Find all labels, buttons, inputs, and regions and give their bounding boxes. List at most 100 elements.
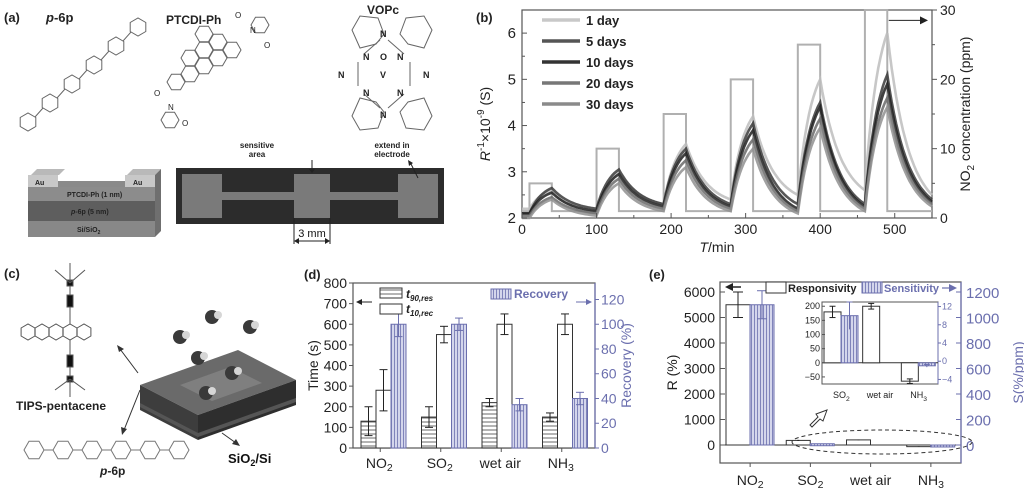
legend-label: 30 days xyxy=(586,97,634,112)
bar-sensitivity-NO2 xyxy=(749,304,775,446)
inset-y-tick-label: 0 xyxy=(815,358,820,368)
ptcdi-o-bottom2: O xyxy=(182,119,188,128)
x-tick-label: NO2 xyxy=(737,472,764,490)
p6p-ring xyxy=(107,36,125,56)
x-tick-label: wet air xyxy=(849,472,892,488)
chart-d: (d)NO2 SO2 wet air NH3010020030040050060070… xyxy=(304,267,634,474)
legend-swatch-responsivity xyxy=(765,281,787,294)
p6p-bond xyxy=(78,69,88,80)
pentacene-ring xyxy=(76,323,92,341)
ptcdi-o-top2: O xyxy=(264,41,270,50)
p6p-ring xyxy=(168,440,190,460)
y2-tick-label: 20 xyxy=(940,71,956,87)
y-tick-label: 1000 xyxy=(684,412,715,428)
legend-swatch-t10 xyxy=(379,303,403,315)
vopc-n-3: N xyxy=(363,88,370,98)
y-tick-label: 700 xyxy=(324,296,348,312)
inset-y-tick-label: 50 xyxy=(810,344,820,354)
au-left-label: Au xyxy=(35,180,44,187)
y-axis-label: Time (s) xyxy=(305,340,321,391)
ptcdi-n-bottom: N xyxy=(168,103,174,112)
y-tick-label: 6000 xyxy=(684,284,715,300)
sio2-layer xyxy=(28,221,155,237)
legend-swatch-t90 xyxy=(379,287,403,299)
p6p-ring xyxy=(19,112,37,132)
y2-tick-label: 80 xyxy=(601,341,617,357)
extend-line2: electrode xyxy=(374,150,410,159)
x-tick-label: 400 xyxy=(809,221,833,237)
inset-y2-tick-label: 0 xyxy=(942,356,947,366)
sensitive-area-line1: sensitive xyxy=(240,141,275,150)
p6p-ring xyxy=(110,440,132,460)
legend-swatch-recovery xyxy=(490,288,512,300)
au-right-label: Au xyxy=(133,180,142,187)
bar-Recovery-NH3 xyxy=(572,397,588,449)
bar-responsivity-wet-air xyxy=(846,439,871,446)
pentacene-ring xyxy=(48,323,64,341)
p6p-structure xyxy=(19,17,147,132)
arrow-to-p6p xyxy=(123,389,141,431)
ptcdi-o-bottom: O xyxy=(154,89,160,98)
vopc-v: V xyxy=(380,70,386,80)
substrate-label: SiO2/Si xyxy=(228,451,271,468)
ptcdi-o-top: O xyxy=(235,11,241,20)
highlight-ellipse xyxy=(791,429,973,455)
bar-t10-rec-SO2 xyxy=(436,334,452,449)
ptcdi-n-top: N xyxy=(250,26,256,35)
y2-axis-label: Recovery (%) xyxy=(618,323,634,408)
ptcdi-ring xyxy=(222,41,242,59)
x-tick-label: 500 xyxy=(883,221,907,237)
legend-label-t10: t10,rec xyxy=(406,302,434,318)
triple-bond-top xyxy=(66,294,74,308)
inset-y2-tick-label: 4 xyxy=(942,338,947,348)
vopc-n-bottom: N xyxy=(380,110,387,120)
y-tick-label: 300 xyxy=(324,378,348,394)
vopc-n-left: N xyxy=(338,70,345,80)
p6p-rest: -6p xyxy=(53,10,74,25)
panel-c-figure: SiO2/Si TIPS-pentacene p-6p xyxy=(16,263,296,478)
concentration-trace xyxy=(522,9,932,213)
legend-label-t90: t90,res xyxy=(406,287,434,303)
y-tick-label: 2000 xyxy=(684,386,715,402)
series-line-10-days xyxy=(522,79,933,215)
p6p-ring xyxy=(81,440,103,460)
inset-y2-tick-label: −4 xyxy=(942,374,952,384)
ptcdi-ring xyxy=(180,49,200,67)
legend-label: 1 day xyxy=(586,13,620,28)
bar-Recovery-NO2 xyxy=(390,323,407,449)
p6p-c-label: p-6p xyxy=(99,464,125,478)
ptcdi-ring xyxy=(250,16,270,34)
inset-bar-responsivity-SO2 xyxy=(823,311,842,364)
p6p-bond xyxy=(34,107,44,118)
device-stack: Au Au PTCDI-Ph (1 nm) p-6p (5 nm) Si/SiO… xyxy=(28,169,161,237)
y-tick-label: 400 xyxy=(324,358,348,374)
isopropyl-branch xyxy=(69,378,86,391)
y-tick-label: 3 xyxy=(508,164,516,181)
y-tick-label: 0 xyxy=(707,437,715,453)
au-right xyxy=(125,175,155,187)
p6p-ring xyxy=(41,93,59,113)
y2-tick-label: 1000 xyxy=(966,311,999,328)
arrow-to-tips xyxy=(119,348,139,374)
bar-Recovery-SO2 xyxy=(451,323,467,449)
y-tick-label: 200 xyxy=(324,399,348,415)
sio2-layer-label: Si/SiO2 xyxy=(77,227,101,236)
panel-d-label: (d) xyxy=(304,267,321,282)
ptcdi-ring xyxy=(160,111,180,129)
y2-tick-label: 20 xyxy=(601,415,617,431)
p6p-title: p-6p xyxy=(46,10,73,25)
x-tick-label: SO2 xyxy=(797,472,823,490)
y-tick-label: 4 xyxy=(508,118,516,135)
inset-y-tick-label: 150 xyxy=(805,315,820,325)
y2-tick-label: 10 xyxy=(940,141,956,157)
inset-y2-tick-label: 12 xyxy=(942,302,952,312)
bar-sensitivity-NH3 xyxy=(930,444,956,448)
ptcdi-layer-label: PTCDI-Ph (1 nm) xyxy=(67,192,122,199)
y2-tick-label: 40 xyxy=(601,390,617,406)
sensitive-area xyxy=(294,174,330,218)
p6p-ring xyxy=(23,440,45,460)
p6p-ring xyxy=(85,55,103,75)
ptcdi-structure: O N O O N O xyxy=(154,11,270,129)
pentacene-ring xyxy=(34,323,50,341)
y2-tick-label: 30 xyxy=(940,2,956,18)
